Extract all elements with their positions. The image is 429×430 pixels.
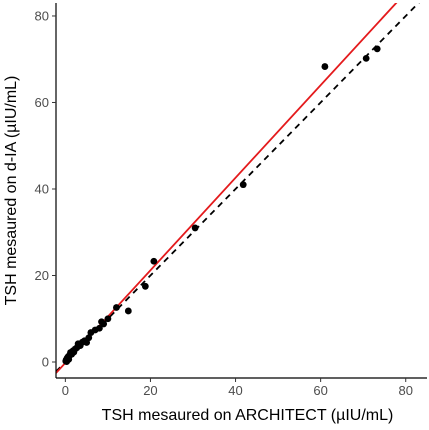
data-points	[62, 45, 381, 365]
x-axis-title: TSH mesaured on ARCHITECT (µIU/mL)	[102, 407, 394, 424]
data-point	[191, 224, 199, 232]
y-tick-label: 80	[35, 8, 49, 23]
y-axis-title: TSH mesaured on d-IA (µIU/mL)	[3, 76, 20, 306]
y-tick-label: 40	[35, 181, 49, 196]
data-point	[239, 181, 247, 189]
data-point	[85, 334, 93, 342]
axes: 0 20 40 60 80 0 20 40 60 80	[35, 3, 427, 398]
data-point	[100, 320, 108, 328]
x-tick-label: 20	[143, 383, 157, 398]
y-tick-label: 20	[35, 268, 49, 283]
x-tick-label: 60	[313, 383, 327, 398]
data-point	[362, 54, 370, 62]
y-tick-label: 0	[42, 354, 49, 369]
x-tick-label: 0	[62, 383, 69, 398]
data-point	[321, 63, 329, 70]
data-point	[113, 304, 120, 311]
data-point	[95, 324, 103, 332]
data-point	[141, 282, 149, 290]
data-point	[150, 257, 158, 265]
data-point	[373, 45, 381, 53]
y-tick-label: 60	[35, 95, 49, 110]
x-tick-label: 40	[228, 383, 242, 398]
data-point	[104, 315, 112, 323]
data-point	[124, 307, 132, 315]
x-tick-label: 80	[398, 383, 412, 398]
